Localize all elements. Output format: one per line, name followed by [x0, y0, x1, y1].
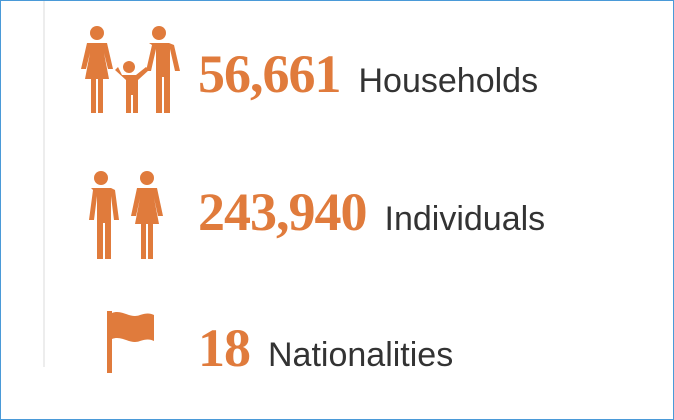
stat-label: Nationalities [268, 336, 454, 374]
stat-label: Individuals [384, 200, 546, 238]
stat-label: Households [358, 62, 539, 100]
individuals-icon [89, 171, 163, 259]
left-rule [43, 1, 45, 367]
stat-row: 243,940 Individuals [198, 181, 545, 243]
family-icon [81, 26, 180, 113]
flag-icon [107, 311, 154, 373]
stat-row: 18 Nationalities [198, 317, 453, 379]
stat-value: 56,661 [198, 44, 341, 104]
stat-row: 56,661 Households [198, 43, 538, 105]
stat-value: 243,940 [198, 182, 367, 242]
stat-value: 18 [198, 318, 251, 378]
